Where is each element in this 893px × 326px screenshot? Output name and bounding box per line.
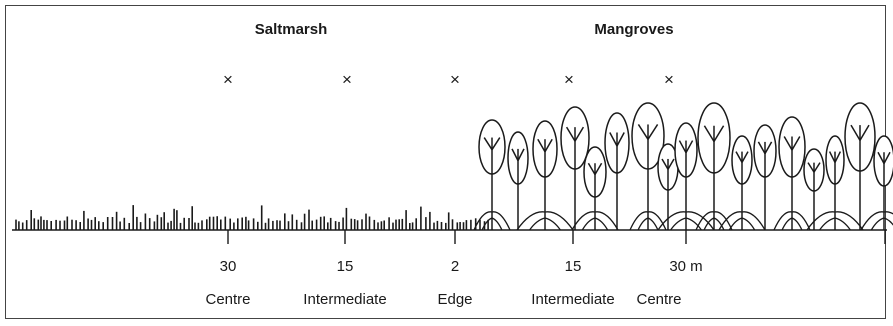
sample-marker-4-icon: ×	[564, 70, 574, 89]
sample-marker-2-icon: ×	[342, 70, 352, 89]
mangrove-tree-icon	[532, 120, 558, 230]
zone-label-4: Intermediate	[531, 291, 615, 308]
saltmarsh-grass-icon	[15, 205, 489, 230]
mangrove-tree-icon	[697, 102, 731, 230]
distance-label-3: 2	[450, 258, 460, 275]
sample-marker-5-icon: ×	[664, 70, 674, 89]
mangrove-tree-icon	[731, 135, 753, 230]
distance-label-5: 30 m	[669, 258, 703, 275]
mangrove-tree-icon	[844, 102, 876, 230]
mangrove-tree-icon	[560, 106, 590, 230]
mangrove-tree-icon	[507, 131, 529, 230]
mangrove-tree-icon	[825, 135, 845, 230]
sample-marker-3-icon: ×	[450, 70, 460, 89]
mangrove-tree-icon	[873, 135, 893, 230]
title-mangroves: Mangroves	[594, 21, 674, 38]
sample-marker-1-icon: ×	[223, 70, 233, 89]
mangrove-tree-icon	[583, 146, 607, 230]
distance-ticks	[227, 230, 886, 244]
distance-label-4: 15	[564, 258, 582, 275]
zone-label-2: Intermediate	[303, 291, 387, 308]
mangrove-tree-icon	[478, 119, 506, 230]
mangrove-tree-icon	[674, 122, 698, 230]
mangrove-roots	[473, 211, 893, 231]
distance-label-1: 30	[219, 258, 237, 275]
mangrove-tree-icon	[803, 148, 825, 230]
mangrove-tree-icon	[778, 116, 806, 230]
mangrove-tree-icon	[604, 112, 630, 230]
zone-label-5: Centre	[636, 291, 682, 308]
zone-label-1: Centre	[205, 291, 251, 308]
title-saltmarsh: Saltmarsh	[254, 21, 328, 38]
zone-label-3: Edge	[437, 291, 473, 308]
distance-label-2: 15	[336, 258, 354, 275]
mangrove-tree-icon	[657, 143, 679, 230]
mangrove-tree-icon	[753, 124, 777, 230]
mangrove-trees	[478, 102, 893, 230]
mangrove-tree-icon	[631, 102, 665, 230]
